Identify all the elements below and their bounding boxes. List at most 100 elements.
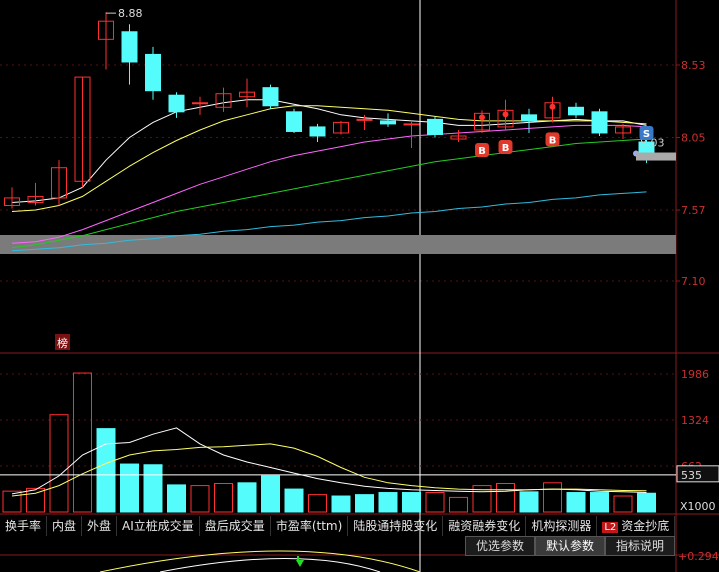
buy-signal-badge: [545, 132, 560, 147]
candle-body: [27, 195, 44, 203]
indicator-help-button[interactable]: 指标说明: [604, 536, 675, 556]
current-volume-box: [676, 465, 719, 483]
volume-ma-line: [11, 443, 647, 497]
tab-institution-detector[interactable]: 机构探测器: [526, 516, 598, 536]
volume-bar: [331, 495, 351, 513]
candle-body: [262, 87, 279, 107]
candle-body: [427, 118, 443, 135]
candle-body: [192, 102, 208, 105]
volume-unit-label: X1000: [680, 500, 716, 513]
max-price-label: 8.88: [118, 7, 143, 20]
candle-body: [380, 120, 396, 125]
ma-line: [11, 99, 647, 203]
tab-outer-volume[interactable]: 外盘: [82, 516, 118, 536]
volume-bar: [214, 483, 233, 513]
volume-bar: [284, 488, 304, 513]
current-volume-label: 535: [681, 469, 702, 482]
indicator-arrow: [296, 560, 304, 567]
candle-body: [215, 93, 232, 108]
tab-turnover[interactable]: 换手率: [0, 516, 48, 536]
price-tick-label: 8.53: [681, 59, 706, 72]
volume-tick-label: 1986: [681, 368, 709, 381]
volume-bar: [143, 464, 163, 513]
tab-ai-volume[interactable]: AI立桩成交量: [117, 516, 200, 536]
candle-body: [145, 53, 161, 92]
candle-body: [474, 112, 490, 131]
candle-body: [356, 118, 373, 121]
volume-bar: [613, 495, 633, 513]
volume-bar: [449, 496, 468, 513]
buy-signal-dot: [502, 111, 509, 118]
candle-body: [497, 109, 514, 128]
candle-body: [450, 135, 467, 140]
volume-bar: [167, 484, 186, 513]
current-price-bar: [636, 152, 676, 161]
tab-inner-volume[interactable]: 内盘: [47, 516, 83, 536]
volume-bar: [120, 463, 139, 513]
sell-signal-badge: [639, 126, 654, 141]
ma-line: [11, 138, 647, 249]
buy-signal-dot: [549, 103, 556, 110]
candle-body: [521, 114, 537, 122]
indicator-line: [99, 550, 421, 572]
volume-bar: [519, 491, 539, 513]
volume-bar: [472, 485, 492, 513]
buy-signal-badge: [498, 139, 513, 154]
candle-body: [333, 121, 349, 134]
volume-bar: [590, 492, 609, 513]
volume-bar: [355, 494, 374, 513]
candle-body: [403, 123, 420, 126]
volume-bar: [73, 372, 92, 513]
volume-bar: [237, 482, 257, 513]
volume-tick-label: 1324: [681, 414, 709, 427]
volume-bar: [308, 494, 327, 513]
tab-hk-connect[interactable]: 陆股通持股变化: [348, 516, 444, 536]
sell-signal-label: S: [643, 129, 650, 140]
indicator-tab-bar: 换手率 内盘 外盘 AI立桩成交量 盘后成交量 市盈率(ttm) 陆股通持股变化…: [0, 516, 719, 536]
ranking-badge: [55, 334, 70, 350]
volume-bar: [425, 492, 445, 513]
ma-line: [11, 124, 647, 244]
candle-body: [615, 126, 631, 134]
tab-after-hours-volume[interactable]: 盘后成交量: [200, 516, 271, 536]
parameter-buttons: 优选参数 默认参数 指标说明: [464, 536, 675, 556]
candle-body: [121, 31, 138, 63]
tab-margin-trading[interactable]: 融资融券变化: [443, 516, 527, 536]
candle-body: [51, 167, 67, 199]
volume-bar: [566, 492, 586, 513]
volume-bar: [637, 492, 656, 513]
candle-body: [286, 111, 302, 132]
buy-signal-label: B: [478, 146, 486, 157]
candle-body: [568, 106, 584, 116]
optimized-params-button[interactable]: 优选参数: [464, 536, 535, 556]
buy-signal-label: B: [549, 135, 557, 146]
ma-line: [11, 191, 647, 252]
volume-bar: [2, 490, 22, 513]
volume-bar: [261, 475, 280, 513]
candle-body: [4, 197, 20, 206]
candle-body: [168, 94, 185, 113]
price-tick-label: 8.05: [681, 132, 706, 145]
support-band: [0, 235, 676, 254]
volume-bar: [190, 485, 210, 513]
candle-body: [309, 126, 326, 137]
buy-signal-label: B: [502, 143, 510, 154]
tab-pe-ttm[interactable]: 市盈率(ttm): [271, 516, 349, 536]
volume-bar: [378, 492, 398, 513]
volume-bar: [496, 483, 515, 513]
volume-bar: [543, 482, 562, 513]
volume-bar: [96, 428, 116, 513]
buy-signal-dot: [479, 114, 485, 121]
ma-line: [11, 105, 647, 212]
volume-bar: [26, 487, 45, 513]
ranking-badge-label: 榜: [57, 336, 68, 350]
tab-capital-bottom[interactable]: L2 资金抄底: [597, 516, 676, 536]
volume-bar: [49, 414, 69, 513]
candle-body: [74, 76, 91, 182]
default-params-button[interactable]: 默认参数: [534, 536, 605, 556]
indicator-value-label: +0.294: [678, 550, 719, 563]
candle-body: [239, 91, 255, 98]
candle-body: [591, 111, 608, 134]
tab-capital-bottom-label: 资金抄底: [621, 519, 670, 533]
